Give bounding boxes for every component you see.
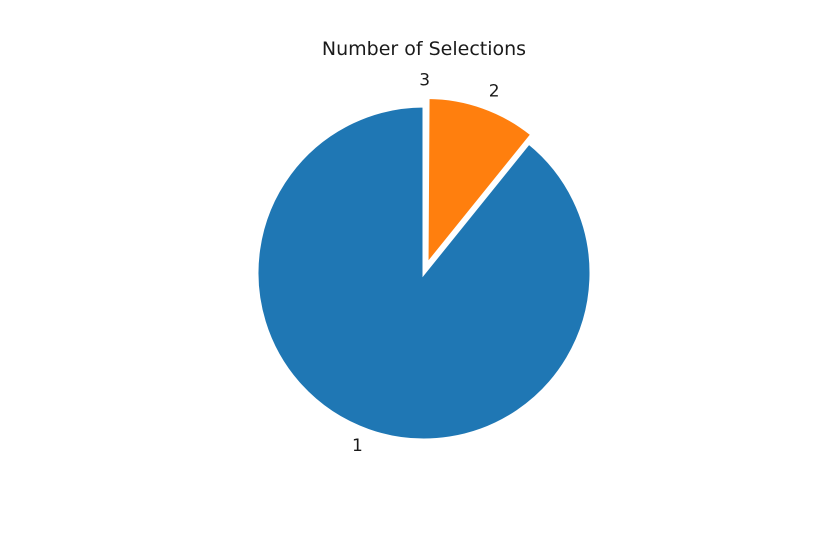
pie-slice-1 bbox=[255, 104, 593, 442]
pie-slices bbox=[255, 95, 593, 442]
pie-slice-labels: 1 2 3 bbox=[352, 70, 500, 456]
pie-slice-label-1: 1 bbox=[352, 436, 363, 456]
pie-slice-2 bbox=[425, 96, 534, 269]
chart-title: Number of Selections bbox=[322, 38, 526, 60]
pie-slice-3 bbox=[422, 95, 427, 265]
pie-slice-label-2: 2 bbox=[489, 81, 500, 101]
pie-slice-label-3: 3 bbox=[419, 70, 430, 90]
